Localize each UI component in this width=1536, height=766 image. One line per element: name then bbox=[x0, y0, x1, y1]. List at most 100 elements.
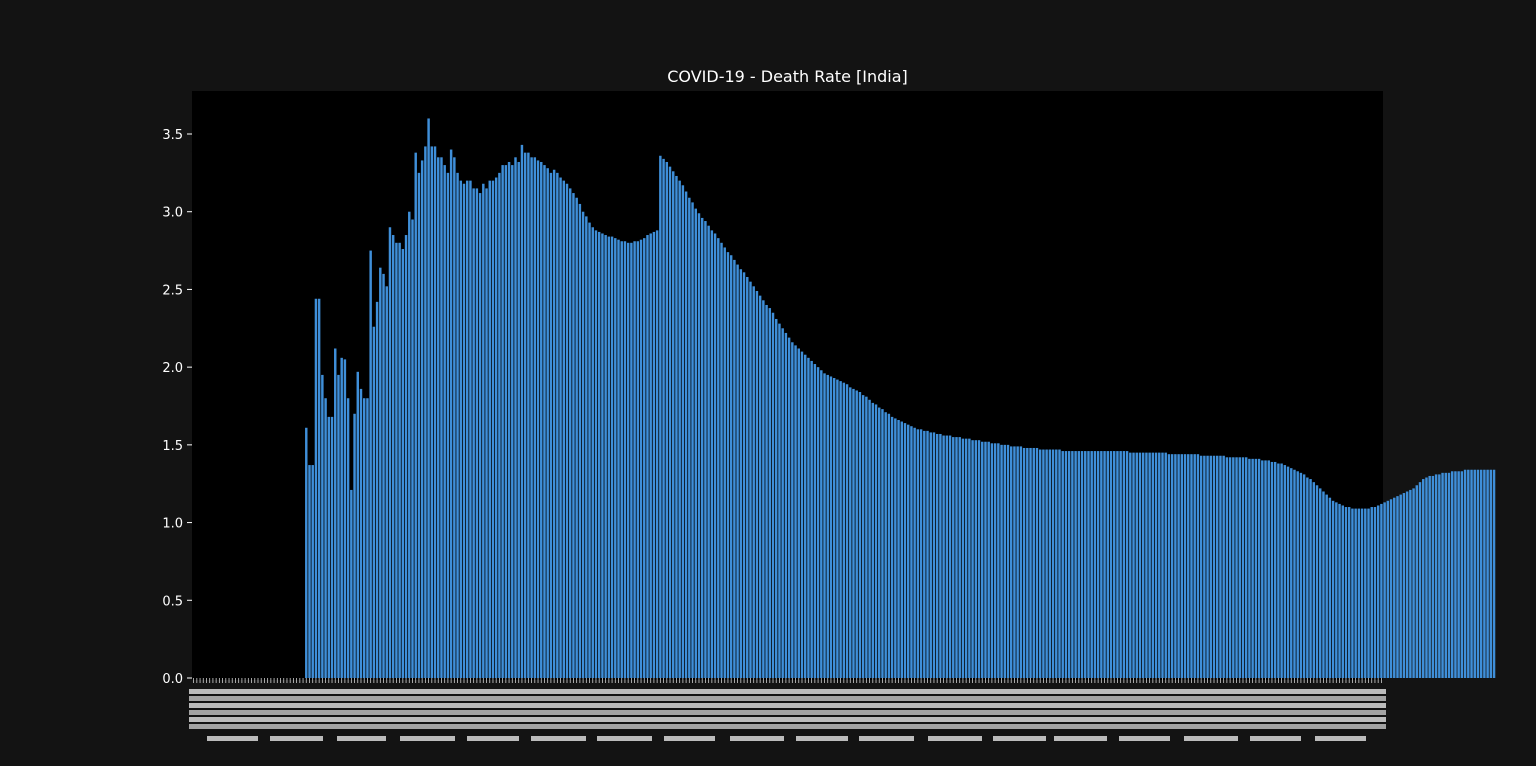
bar bbox=[465, 180, 469, 678]
bar bbox=[491, 180, 495, 678]
bar bbox=[305, 427, 308, 678]
bar bbox=[1415, 485, 1419, 678]
bar bbox=[1035, 447, 1039, 678]
bar bbox=[952, 437, 955, 678]
bar bbox=[356, 371, 359, 678]
bar bbox=[948, 435, 952, 678]
bar bbox=[1167, 454, 1171, 678]
bar bbox=[913, 427, 916, 678]
bar bbox=[636, 241, 640, 678]
bar bbox=[1074, 451, 1077, 678]
bar bbox=[974, 440, 978, 678]
bar bbox=[784, 332, 788, 678]
bar bbox=[700, 217, 704, 678]
bar bbox=[533, 157, 537, 678]
bar bbox=[652, 231, 656, 679]
bar bbox=[540, 161, 543, 679]
x-tick-label-fragment bbox=[467, 736, 519, 741]
bar bbox=[366, 398, 369, 678]
bar bbox=[475, 188, 479, 678]
bar bbox=[1241, 457, 1245, 678]
bar bbox=[1138, 452, 1142, 678]
bar bbox=[1193, 454, 1196, 678]
bar bbox=[1248, 458, 1251, 678]
bar bbox=[704, 221, 707, 679]
bar bbox=[523, 152, 527, 678]
bar bbox=[1064, 451, 1068, 678]
bar bbox=[742, 272, 746, 678]
bar bbox=[829, 376, 833, 678]
bar bbox=[350, 489, 353, 678]
bar bbox=[597, 231, 601, 679]
bar bbox=[794, 345, 797, 678]
bar bbox=[1026, 447, 1029, 678]
bar bbox=[1325, 494, 1328, 678]
bar bbox=[1473, 469, 1476, 678]
bar bbox=[1170, 454, 1174, 678]
bar bbox=[900, 421, 903, 678]
bar bbox=[981, 441, 984, 678]
bar bbox=[723, 247, 726, 678]
bar bbox=[713, 233, 717, 678]
bar bbox=[549, 172, 553, 679]
bar bbox=[697, 213, 701, 678]
bar bbox=[559, 177, 562, 678]
bar bbox=[894, 418, 897, 678]
bar bbox=[1190, 454, 1193, 678]
bar bbox=[945, 435, 949, 678]
bar bbox=[926, 430, 929, 678]
bar bbox=[514, 157, 517, 678]
bar bbox=[1309, 479, 1312, 678]
bar bbox=[1177, 454, 1180, 678]
bar bbox=[1489, 469, 1493, 678]
bars bbox=[305, 118, 1496, 679]
bar bbox=[620, 241, 623, 678]
bar bbox=[562, 180, 566, 678]
bar bbox=[449, 149, 453, 679]
bar bbox=[382, 273, 385, 678]
bar bbox=[1328, 497, 1332, 678]
bar bbox=[868, 399, 871, 678]
bar bbox=[427, 118, 430, 678]
bar bbox=[343, 359, 347, 678]
bar bbox=[530, 157, 533, 678]
bar bbox=[594, 230, 598, 678]
bar bbox=[1331, 500, 1335, 678]
bar bbox=[990, 443, 994, 678]
bar bbox=[694, 208, 697, 679]
bar bbox=[1206, 455, 1209, 678]
y-tick-label: 3.0 bbox=[162, 206, 183, 221]
bar bbox=[1013, 446, 1016, 678]
bar bbox=[987, 441, 990, 678]
bar bbox=[1319, 488, 1322, 678]
bar bbox=[955, 437, 958, 678]
bar bbox=[643, 238, 646, 678]
bar bbox=[1463, 469, 1467, 678]
bar bbox=[916, 429, 920, 678]
bar bbox=[391, 235, 395, 678]
bar bbox=[1141, 452, 1145, 678]
bar bbox=[1351, 508, 1354, 678]
bar bbox=[1370, 507, 1373, 678]
x-tick-label-band bbox=[189, 689, 1386, 694]
bar bbox=[327, 416, 331, 678]
bar bbox=[1180, 454, 1184, 678]
bar bbox=[1412, 488, 1415, 678]
bar bbox=[504, 165, 508, 679]
bar bbox=[887, 413, 891, 678]
bar bbox=[507, 161, 511, 679]
bar bbox=[746, 276, 749, 678]
bar bbox=[1093, 451, 1097, 678]
bar bbox=[775, 318, 778, 678]
bar bbox=[488, 180, 491, 678]
bar bbox=[1454, 471, 1457, 678]
bar bbox=[1061, 451, 1064, 678]
bar bbox=[993, 443, 997, 678]
bar bbox=[617, 239, 620, 678]
bar bbox=[630, 242, 633, 679]
bar bbox=[826, 374, 829, 678]
bar bbox=[649, 233, 652, 678]
bar bbox=[1125, 451, 1129, 678]
bar bbox=[672, 171, 675, 679]
bar bbox=[932, 432, 936, 678]
